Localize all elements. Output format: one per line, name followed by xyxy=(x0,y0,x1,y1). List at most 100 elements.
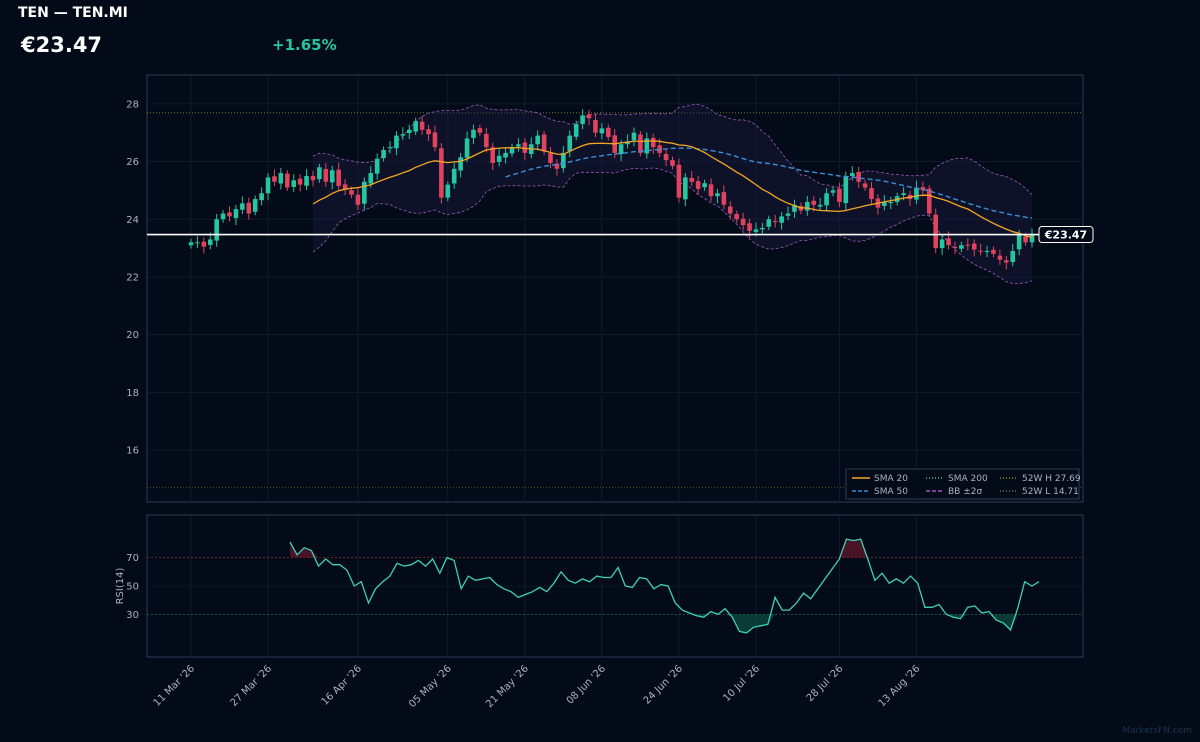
candle-body xyxy=(683,177,688,200)
x-tick-label: 08 Jun '26 xyxy=(565,663,608,706)
legend-box xyxy=(845,468,1080,500)
candle-body xyxy=(381,150,386,159)
chart-title: TEN — TEN.MI xyxy=(18,5,128,21)
candle-body xyxy=(1004,260,1009,263)
candle-body xyxy=(631,132,637,141)
candle-body xyxy=(663,154,669,161)
candle-body xyxy=(490,147,496,163)
price-y-tick-label: 26 xyxy=(126,157,139,168)
candle-body xyxy=(971,243,977,250)
candle-body xyxy=(573,124,579,137)
candle-body xyxy=(702,183,707,188)
candle-body xyxy=(561,152,566,169)
candle-body xyxy=(252,199,258,212)
candle-body xyxy=(394,135,399,149)
candle-body xyxy=(1029,234,1035,243)
candle-body xyxy=(933,214,939,249)
candle-body xyxy=(195,242,200,244)
candle-body xyxy=(991,249,996,254)
candle-body xyxy=(753,229,759,232)
candle-body xyxy=(471,129,476,138)
candle-body xyxy=(246,202,252,214)
candle-body xyxy=(484,133,489,148)
price-change: +1.65% xyxy=(272,36,337,54)
bollinger-upper-line xyxy=(312,103,1033,195)
legend-label: SMA 20 xyxy=(874,474,908,484)
candle-body xyxy=(830,190,836,193)
candle-body xyxy=(240,203,245,210)
candle-body xyxy=(419,121,425,130)
candle-body xyxy=(644,138,650,154)
candle-body xyxy=(695,181,701,189)
candle-body xyxy=(284,173,290,188)
legend-label: 52W H 27.69 xyxy=(1022,474,1081,484)
candle-body xyxy=(792,204,797,212)
legend-label: SMA 50 xyxy=(874,487,908,497)
candle-body xyxy=(1023,236,1028,243)
candle-body xyxy=(214,219,219,241)
price-y-tick-label: 20 xyxy=(126,330,139,341)
candle-body xyxy=(959,245,964,249)
candle-body xyxy=(727,206,733,214)
x-axis: 11 Mar '26 27 Mar '26 16 Apr '26 05 May '26… xyxy=(152,663,923,710)
watermark: MarketsFN.com xyxy=(1122,726,1192,736)
candle-body xyxy=(374,158,380,174)
candle-body xyxy=(689,177,695,182)
candle-body xyxy=(593,120,598,133)
rsi-oversold-fill xyxy=(689,614,1018,633)
candle-body xyxy=(901,193,906,196)
x-tick-label: 24 Jun '26 xyxy=(642,663,685,706)
candle-body xyxy=(362,181,367,204)
candle-body xyxy=(503,152,508,158)
candle-body xyxy=(760,227,765,230)
candle-body xyxy=(888,201,894,204)
x-tick-label: 11 Mar '26 xyxy=(152,663,198,709)
candle-body xyxy=(227,212,232,217)
candle-body xyxy=(278,173,284,184)
candle-body xyxy=(856,171,861,182)
candle-body xyxy=(329,170,335,183)
candle-body xyxy=(439,148,444,198)
candle-body xyxy=(580,115,585,125)
candle-body xyxy=(336,169,341,187)
candle-body xyxy=(811,200,817,205)
candle-body xyxy=(291,180,297,187)
price-y-tick-label: 28 xyxy=(126,99,139,110)
last-price-label: €23.47 xyxy=(1044,229,1087,242)
candle-body xyxy=(265,177,271,194)
candle-body xyxy=(926,188,932,214)
candle-body xyxy=(567,135,573,152)
candle-body xyxy=(849,173,855,176)
candle-body xyxy=(862,183,868,188)
candle-body xyxy=(843,175,849,204)
price-y-tick-label: 18 xyxy=(126,388,139,399)
current-price: €23.47 xyxy=(21,33,103,57)
candle-body xyxy=(785,213,791,216)
candle-body xyxy=(477,128,483,133)
candle-body xyxy=(355,194,361,205)
candle-body xyxy=(805,201,810,211)
candle-body xyxy=(984,250,990,252)
candle-body xyxy=(997,255,1003,260)
candle-body xyxy=(349,190,354,195)
candle-body xyxy=(188,242,194,246)
candle-body xyxy=(779,216,784,223)
candle-body xyxy=(824,193,829,206)
candle-body xyxy=(599,128,605,134)
candle-body xyxy=(387,147,393,149)
x-tick-label: 28 Jul '26 xyxy=(805,663,846,704)
candle-body xyxy=(516,144,521,147)
rsi-axis-label: RSI(14) xyxy=(115,568,126,605)
candle-body xyxy=(323,169,329,182)
price-y-tick-label: 16 xyxy=(126,446,139,457)
candle-body xyxy=(522,142,528,153)
candle-body xyxy=(496,155,502,162)
candle-body xyxy=(272,176,277,182)
candle-body xyxy=(772,220,778,223)
candle-body xyxy=(368,173,374,184)
candle-body xyxy=(952,246,958,249)
price-y-tick-label: 24 xyxy=(126,215,139,226)
candle-body xyxy=(708,184,714,197)
